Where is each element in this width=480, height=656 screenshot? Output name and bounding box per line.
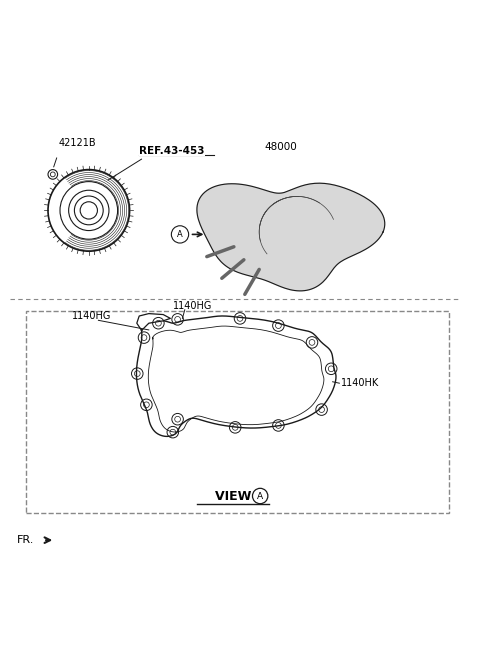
Text: FR.: FR. (17, 535, 34, 544)
Text: A: A (257, 492, 263, 501)
FancyBboxPatch shape (26, 311, 449, 513)
Text: VIEW: VIEW (215, 491, 255, 503)
Circle shape (252, 488, 268, 504)
Text: 42121B: 42121B (59, 138, 96, 148)
Polygon shape (137, 314, 170, 331)
Text: 48000: 48000 (264, 142, 297, 152)
Text: 1140HK: 1140HK (341, 378, 379, 388)
Polygon shape (136, 316, 336, 436)
Text: A: A (177, 230, 183, 239)
Text: 1140HG: 1140HG (72, 312, 111, 321)
Polygon shape (197, 183, 385, 291)
Text: 1140HG: 1140HG (173, 301, 212, 311)
Text: REF.43-453: REF.43-453 (139, 146, 204, 155)
